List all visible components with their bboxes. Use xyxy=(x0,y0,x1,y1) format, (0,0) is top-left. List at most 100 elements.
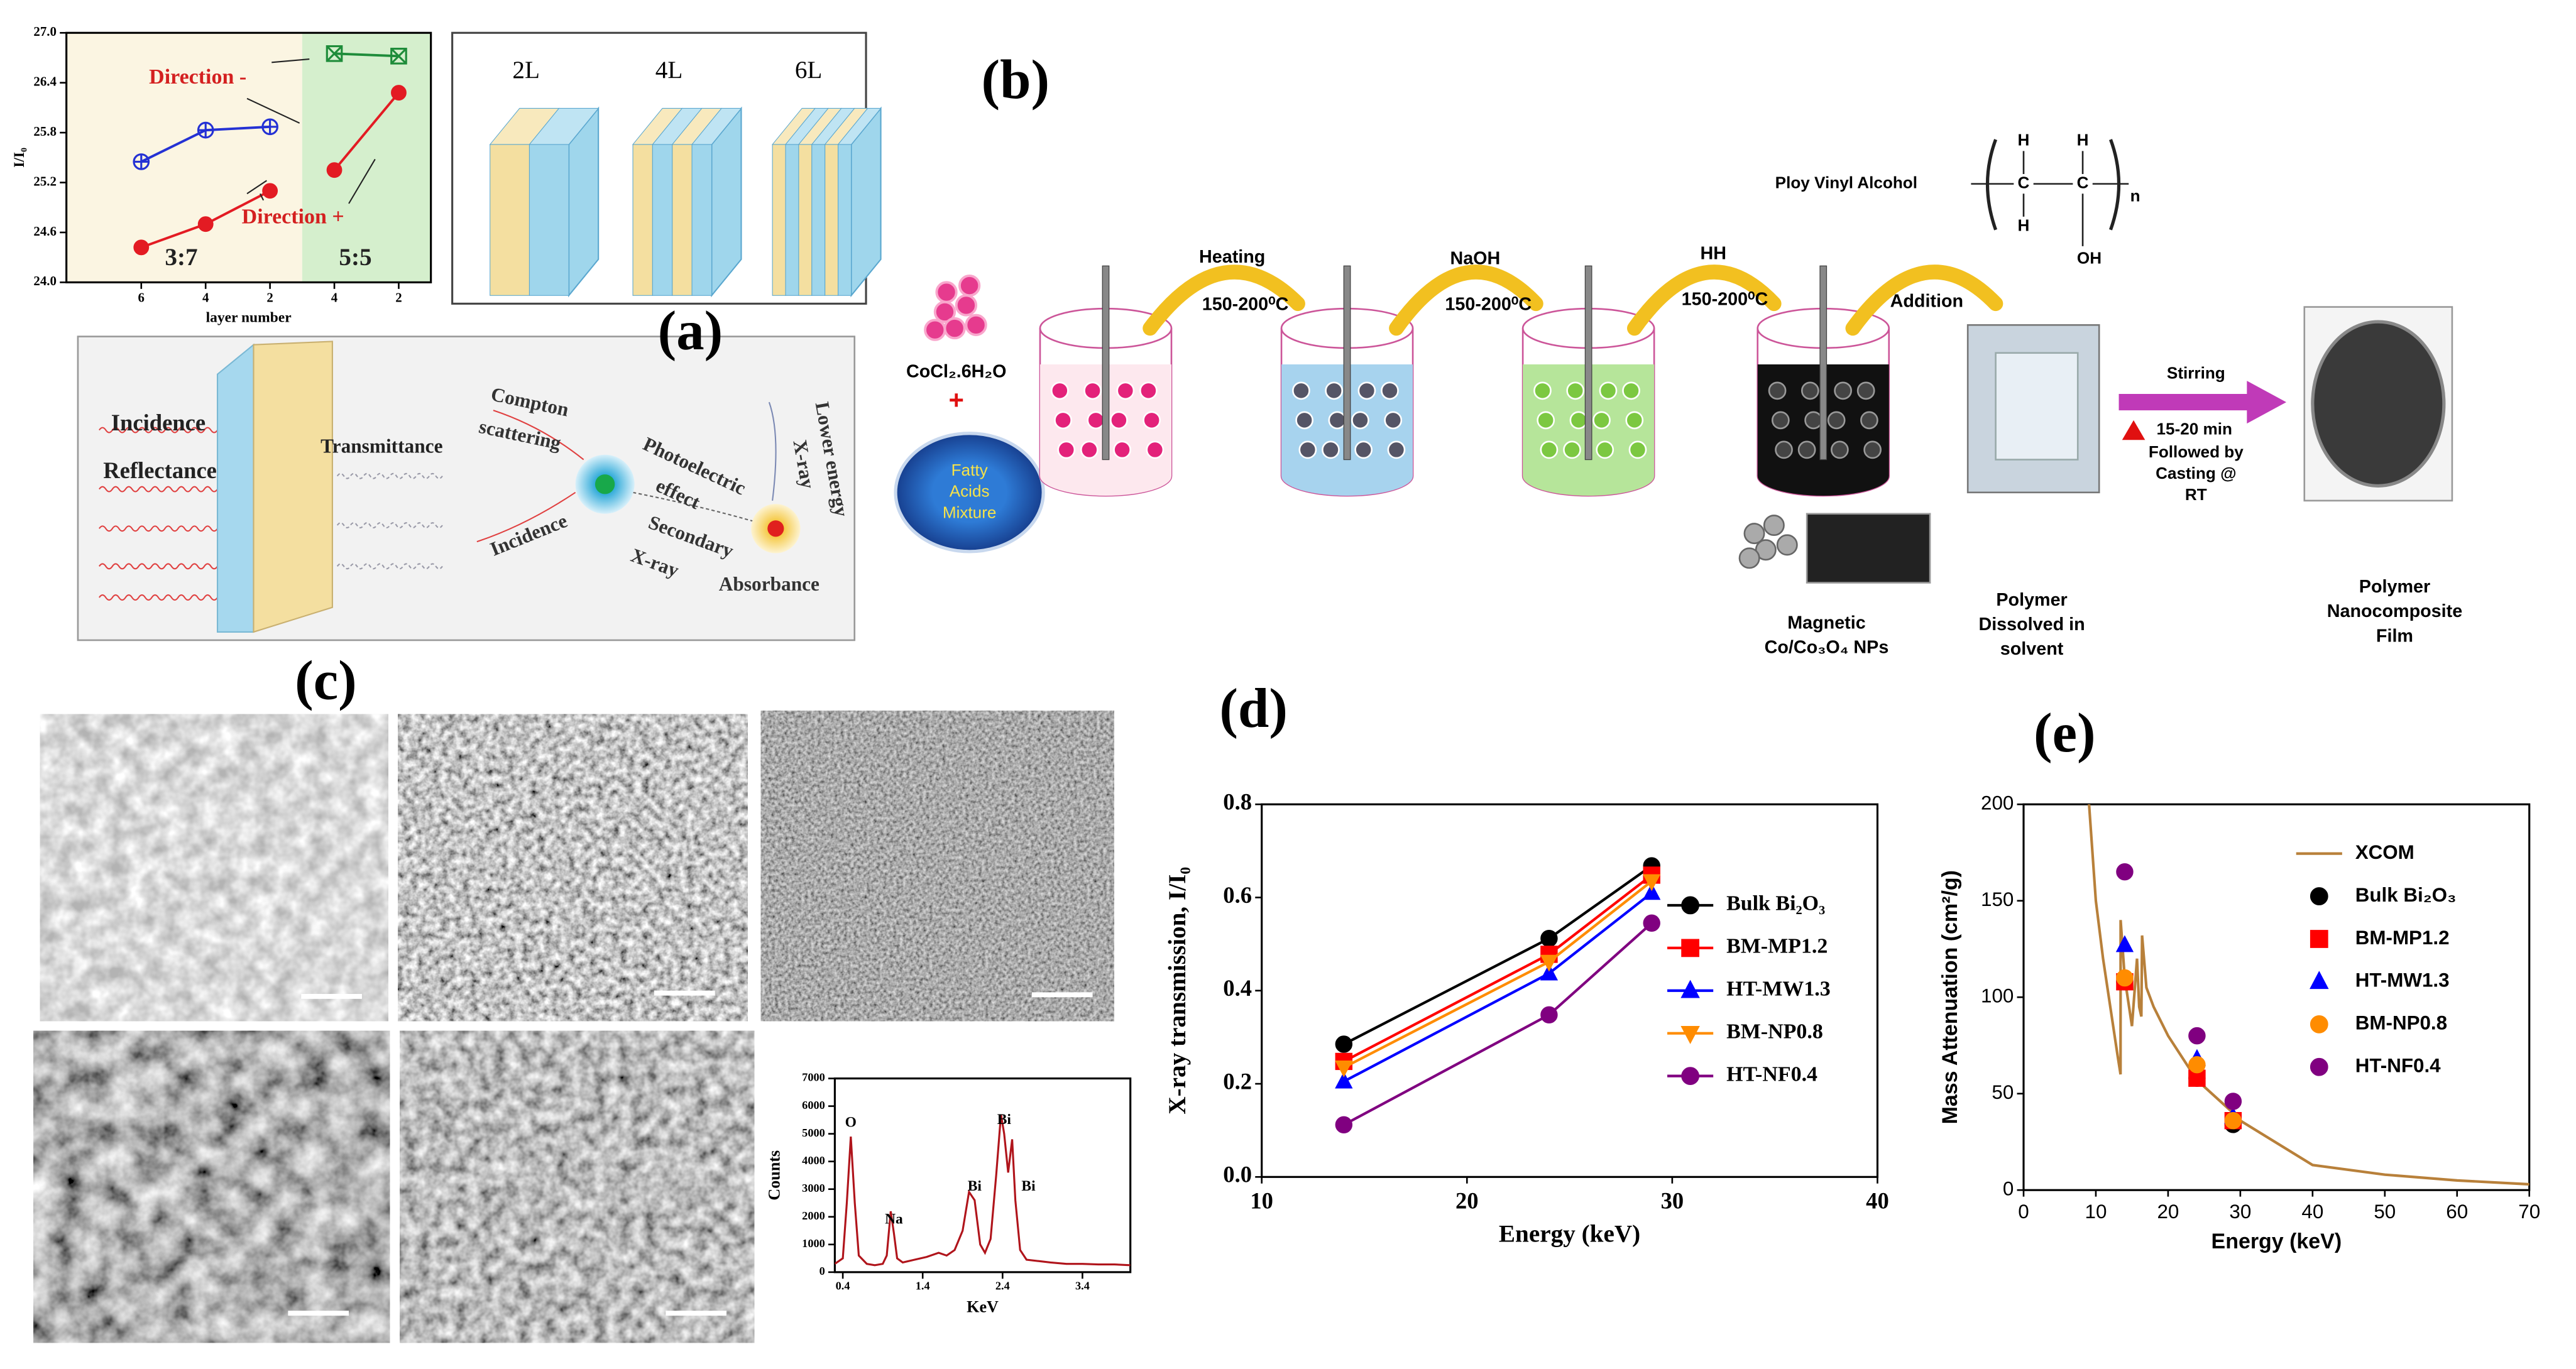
film xyxy=(2311,320,2446,488)
nanoparticle xyxy=(1763,515,1785,537)
label: Co/Co₃O₄ NPs xyxy=(1765,638,1889,658)
annotation: Direction - xyxy=(149,65,246,89)
particle xyxy=(965,314,987,336)
wave xyxy=(99,563,218,570)
rod xyxy=(1819,265,1828,461)
rod xyxy=(1102,265,1110,461)
y-tick-label: 0 xyxy=(819,1265,825,1277)
series-marker xyxy=(1643,914,1660,932)
photo-beaker xyxy=(1995,352,2079,461)
legend-label: HT-MW1.3 xyxy=(1726,978,1831,1001)
slab-side xyxy=(253,341,333,633)
block-layer xyxy=(672,144,693,296)
particle xyxy=(1387,440,1406,459)
y-tick-label: 100 xyxy=(1981,985,2014,1007)
x-tick-label: 1.4 xyxy=(916,1280,930,1292)
block-layer xyxy=(632,144,653,296)
label: Followed by xyxy=(2149,442,2244,461)
label: Polymer xyxy=(1996,590,2067,610)
ray xyxy=(493,410,584,461)
label: NaOH xyxy=(1450,248,1500,268)
legend-label: Bulk Bi₂O₃ xyxy=(2355,884,2457,906)
particle xyxy=(1599,381,1618,400)
series-marker xyxy=(2224,1111,2242,1130)
y-tick-label: 6000 xyxy=(802,1099,825,1111)
x-tick-label: 2.4 xyxy=(995,1280,1010,1292)
series-line xyxy=(835,1114,1131,1267)
label: Acids xyxy=(950,482,990,501)
series-marker xyxy=(390,47,407,65)
series-marker xyxy=(326,45,343,62)
panel-label: (a) xyxy=(658,300,723,362)
particle xyxy=(1054,411,1072,430)
x-axis-label: Energy (keV) xyxy=(2212,1230,2342,1253)
y-axis-label: Mass Attenuation (cm²/g) xyxy=(1938,870,1962,1124)
y-tick-label: 0.4 xyxy=(1223,975,1252,1001)
particle xyxy=(1827,411,1846,430)
x-tick-label: 30 xyxy=(1661,1188,1684,1214)
label: C xyxy=(2018,173,2030,192)
particle xyxy=(1110,411,1128,430)
series-marker xyxy=(197,121,214,139)
x-tick-label: 4 xyxy=(202,290,209,305)
atom-core xyxy=(767,520,784,537)
x-tick-label: 20 xyxy=(2157,1201,2179,1223)
y-tick-label: 0.8 xyxy=(1223,789,1252,815)
block-layer xyxy=(691,144,712,296)
particle xyxy=(1775,440,1793,459)
plot-frame xyxy=(65,31,432,283)
series-marker xyxy=(1643,874,1661,892)
block-layer xyxy=(652,144,673,296)
rod xyxy=(1584,265,1592,461)
panel-label: (d) xyxy=(1219,678,1288,739)
label: solvent xyxy=(2000,639,2064,659)
panel-label: (c) xyxy=(295,650,357,712)
x-tick-label: 40 xyxy=(1866,1188,1889,1214)
x-tick-label: 6 xyxy=(138,290,145,305)
x-tick-label: 50 xyxy=(2374,1201,2396,1223)
particle xyxy=(1771,411,1790,430)
rod xyxy=(1343,265,1351,461)
process-arrow xyxy=(1845,265,2003,336)
bond xyxy=(1971,151,2129,246)
series-marker xyxy=(197,216,214,232)
block-top xyxy=(837,107,882,145)
legend-marker xyxy=(1681,939,1699,957)
series-marker xyxy=(1335,1116,1353,1133)
series-marker xyxy=(1540,1006,1558,1024)
peak-label: Bi xyxy=(997,1111,1012,1128)
label: Transmittance xyxy=(321,435,443,457)
label: 150-200⁰C xyxy=(1682,290,1768,310)
legend-label: HT-MW1.3 xyxy=(2355,969,2450,991)
particle xyxy=(1563,440,1581,459)
particle xyxy=(1351,411,1369,430)
block-layer xyxy=(490,144,530,296)
block-layer xyxy=(529,144,569,296)
peak-label: Bi xyxy=(1021,1178,1036,1194)
sem-image xyxy=(398,714,748,1022)
particle xyxy=(955,294,978,317)
series-marker xyxy=(2116,863,2134,881)
particle xyxy=(1569,411,1588,430)
label: n xyxy=(2130,186,2140,205)
particle xyxy=(1628,440,1647,459)
label: RT xyxy=(2185,485,2207,504)
label: Reflectance xyxy=(103,457,217,483)
particle xyxy=(1533,381,1552,400)
series-marker xyxy=(2188,1055,2206,1074)
x-tick-label: 10 xyxy=(1250,1188,1273,1214)
scale-bars xyxy=(288,990,1093,1316)
x-tick-label: 4 xyxy=(331,290,338,305)
peak-label: O xyxy=(845,1115,857,1131)
annotation: 3:7 xyxy=(165,244,197,271)
sem-image xyxy=(400,1030,755,1343)
label: + xyxy=(949,385,964,415)
legend-label: BM-MP1.2 xyxy=(2355,927,2450,949)
x-tick-label: 2 xyxy=(395,290,402,305)
x-tick-label: 0 xyxy=(2018,1201,2029,1223)
series-line xyxy=(2088,804,2529,1186)
y-tick-label: 200 xyxy=(1981,792,2014,814)
block-layer xyxy=(825,144,839,296)
label: Absorbance xyxy=(719,573,819,595)
label: H xyxy=(2077,131,2089,150)
